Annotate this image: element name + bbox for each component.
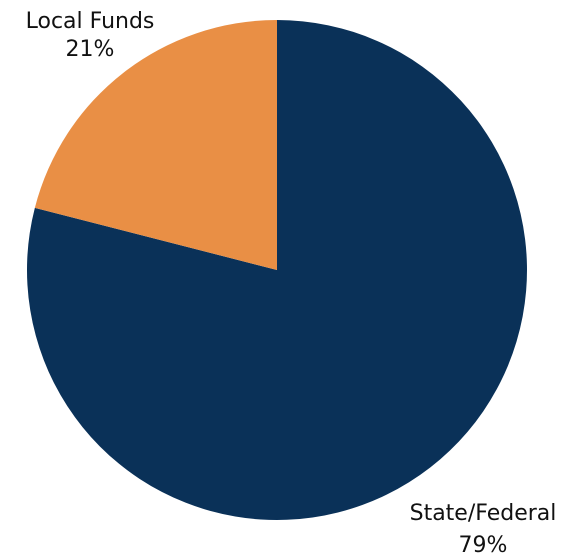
slice-label: Local Funds: [26, 9, 155, 34]
slice-value-label: 79%: [459, 533, 508, 558]
slice-label: State/Federal: [410, 501, 557, 526]
slice-value-label: 21%: [66, 37, 115, 62]
pie-slice: [34, 20, 277, 270]
